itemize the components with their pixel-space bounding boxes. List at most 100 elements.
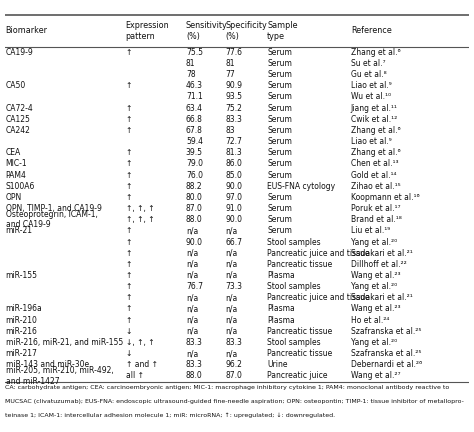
- Text: n/a: n/a: [186, 327, 198, 336]
- Text: Serum: Serum: [267, 48, 292, 57]
- Text: CEA: CEA: [6, 148, 21, 157]
- Text: Sadakari et al.²¹: Sadakari et al.²¹: [351, 293, 412, 302]
- Text: Serum: Serum: [267, 115, 292, 124]
- Text: ↑: ↑: [126, 305, 132, 314]
- Text: n/a: n/a: [186, 316, 198, 324]
- Text: ↑, ↑, ↑: ↑, ↑, ↑: [126, 204, 154, 213]
- Text: Serum: Serum: [267, 70, 292, 79]
- Text: 90.9: 90.9: [226, 81, 242, 90]
- Text: n/a: n/a: [226, 293, 237, 302]
- Text: Expression
pattern: Expression pattern: [126, 21, 169, 41]
- Text: Serum: Serum: [267, 215, 292, 224]
- Text: 71.1: 71.1: [186, 92, 203, 102]
- Text: Serum: Serum: [267, 171, 292, 180]
- Text: OPN: OPN: [6, 193, 22, 202]
- Text: n/a: n/a: [226, 316, 237, 324]
- Text: CA19-9: CA19-9: [6, 48, 34, 57]
- Text: 83.3: 83.3: [226, 115, 242, 124]
- Text: Pancreatic tissue: Pancreatic tissue: [267, 260, 332, 269]
- Text: 88.2: 88.2: [186, 182, 202, 191]
- Text: 73.3: 73.3: [226, 282, 242, 291]
- Text: Wang et al.²³: Wang et al.²³: [351, 305, 401, 314]
- Text: n/a: n/a: [186, 249, 198, 257]
- Text: Wang et al.²³: Wang et al.²³: [351, 271, 401, 280]
- Text: n/a: n/a: [186, 349, 198, 358]
- Text: Sensitivity
(%): Sensitivity (%): [186, 21, 228, 41]
- Text: 86.0: 86.0: [226, 159, 242, 168]
- Text: 81: 81: [226, 59, 235, 68]
- Text: OPN, TIMP-1, and CA19-9: OPN, TIMP-1, and CA19-9: [6, 204, 101, 213]
- Text: Poruk et al.¹⁷: Poruk et al.¹⁷: [351, 204, 401, 213]
- Text: n/a: n/a: [226, 226, 237, 235]
- Text: 46.3: 46.3: [186, 81, 203, 90]
- Text: Serum: Serum: [267, 104, 292, 113]
- Text: ↑: ↑: [126, 282, 132, 291]
- Text: Yang et al.²⁰: Yang et al.²⁰: [351, 338, 397, 347]
- Text: Serum: Serum: [267, 59, 292, 68]
- Text: miR-21: miR-21: [6, 226, 33, 235]
- Text: 87.0: 87.0: [226, 372, 242, 381]
- Text: 83.3: 83.3: [226, 338, 242, 347]
- Text: Pancreatic juice and tissue: Pancreatic juice and tissue: [267, 249, 370, 257]
- Text: ↑: ↑: [126, 271, 132, 280]
- Text: Szafranska et al.²⁵: Szafranska et al.²⁵: [351, 327, 421, 336]
- Text: Chen et al.¹³: Chen et al.¹³: [351, 159, 399, 168]
- Text: Yang et al.²⁰: Yang et al.²⁰: [351, 238, 397, 247]
- Text: 79.0: 79.0: [186, 159, 203, 168]
- Text: Liu et al.¹⁹: Liu et al.¹⁹: [351, 226, 390, 235]
- Text: CA: carbohydrate antigen; CEA: carcinoembryonic antigen; MIC-1: macrophage inhib: CA: carbohydrate antigen; CEA: carcinoem…: [5, 385, 449, 390]
- Text: n/a: n/a: [186, 305, 198, 314]
- Text: ↑: ↑: [126, 249, 132, 257]
- Text: n/a: n/a: [186, 271, 198, 280]
- Text: ↑: ↑: [126, 316, 132, 324]
- Text: 83.3: 83.3: [186, 360, 203, 369]
- Text: ↑: ↑: [126, 226, 132, 235]
- Text: ↑: ↑: [126, 159, 132, 168]
- Text: 85.0: 85.0: [226, 171, 242, 180]
- Text: 67.8: 67.8: [186, 126, 203, 135]
- Text: Szafranska et al.²⁵: Szafranska et al.²⁵: [351, 349, 421, 358]
- Text: 97.0: 97.0: [226, 193, 242, 202]
- Text: Zhang et al.⁶: Zhang et al.⁶: [351, 48, 401, 57]
- Text: EUS-FNA cytology: EUS-FNA cytology: [267, 182, 335, 191]
- Text: Osteoprotegrin, ICAM-1,
and CA19-9: Osteoprotegrin, ICAM-1, and CA19-9: [6, 210, 98, 229]
- Text: Sample
type: Sample type: [267, 21, 298, 41]
- Text: Biomarker: Biomarker: [6, 26, 48, 35]
- Text: 72.7: 72.7: [226, 137, 242, 146]
- Text: ↑, ↑, ↑: ↑, ↑, ↑: [126, 215, 154, 224]
- Text: Serum: Serum: [267, 204, 292, 213]
- Text: Sadakari et al.²¹: Sadakari et al.²¹: [351, 249, 412, 257]
- Text: 66.7: 66.7: [226, 238, 242, 247]
- Text: 93.5: 93.5: [226, 92, 242, 102]
- Text: Serum: Serum: [267, 81, 292, 90]
- Text: Wang et al.²⁷: Wang et al.²⁷: [351, 372, 401, 381]
- Text: Serum: Serum: [267, 226, 292, 235]
- Text: Pancreatic juice: Pancreatic juice: [267, 372, 328, 381]
- Text: 90.0: 90.0: [226, 215, 242, 224]
- Text: Stool samples: Stool samples: [267, 282, 321, 291]
- Text: 59.4: 59.4: [186, 137, 203, 146]
- Text: n/a: n/a: [226, 249, 237, 257]
- Text: teinase 1; ICAM-1: intercellular adhesion molecule 1; miR: microRNA; ↑: upregula: teinase 1; ICAM-1: intercellular adhesio…: [5, 413, 335, 418]
- Text: Pancreatic tissue: Pancreatic tissue: [267, 327, 332, 336]
- Text: PAM4: PAM4: [6, 171, 27, 180]
- Text: ↓: ↓: [126, 327, 132, 336]
- Text: Plasma: Plasma: [267, 305, 295, 314]
- Text: Liao et al.⁹: Liao et al.⁹: [351, 137, 392, 146]
- Text: 83: 83: [226, 126, 235, 135]
- Text: 76.7: 76.7: [186, 282, 203, 291]
- Text: Stool samples: Stool samples: [267, 338, 321, 347]
- Text: ↑: ↑: [126, 260, 132, 269]
- Text: Urine: Urine: [267, 360, 288, 369]
- Text: 90.0: 90.0: [186, 238, 203, 247]
- Text: 77: 77: [226, 70, 235, 79]
- Text: 63.4: 63.4: [186, 104, 203, 113]
- Text: Wu et al.¹⁰: Wu et al.¹⁰: [351, 92, 391, 102]
- Text: Gold et al.¹⁴: Gold et al.¹⁴: [351, 171, 396, 180]
- Text: Specificity
(%): Specificity (%): [226, 21, 267, 41]
- Text: miR-216, miR-21, and miR-155: miR-216, miR-21, and miR-155: [6, 338, 123, 347]
- Text: CA72-4: CA72-4: [6, 104, 34, 113]
- Text: ↑: ↑: [126, 81, 132, 90]
- Text: Reference: Reference: [351, 26, 392, 35]
- Text: ↑: ↑: [126, 193, 132, 202]
